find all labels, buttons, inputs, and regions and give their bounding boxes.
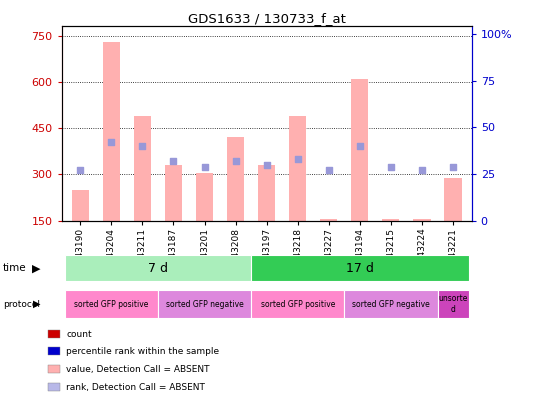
Point bbox=[138, 143, 147, 149]
Text: unsorte
d: unsorte d bbox=[438, 294, 468, 314]
Point bbox=[324, 167, 333, 173]
Bar bbox=[444, 177, 461, 221]
Bar bbox=[65, 290, 158, 318]
Text: sorted GFP positive: sorted GFP positive bbox=[260, 300, 335, 309]
Bar bbox=[251, 255, 468, 281]
Bar bbox=[344, 290, 437, 318]
Point bbox=[107, 139, 116, 145]
Text: sorted GFP negative: sorted GFP negative bbox=[352, 300, 430, 309]
Text: ▶: ▶ bbox=[32, 263, 41, 273]
Bar bbox=[289, 116, 306, 221]
Text: sorted GFP positive: sorted GFP positive bbox=[74, 300, 148, 309]
Title: GDS1633 / 130733_f_at: GDS1633 / 130733_f_at bbox=[188, 12, 346, 25]
Bar bbox=[320, 219, 337, 221]
Bar bbox=[103, 42, 120, 221]
Text: 7 d: 7 d bbox=[148, 262, 168, 275]
Bar bbox=[413, 219, 430, 221]
Bar bbox=[134, 116, 151, 221]
Point bbox=[200, 163, 209, 170]
Bar bbox=[227, 137, 244, 221]
Point bbox=[76, 167, 85, 173]
Point bbox=[418, 167, 426, 173]
Bar bbox=[437, 290, 468, 318]
Point bbox=[449, 163, 457, 170]
Text: ▶: ▶ bbox=[33, 299, 40, 309]
Text: rank, Detection Call = ABSENT: rank, Detection Call = ABSENT bbox=[66, 383, 205, 392]
Bar bbox=[196, 173, 213, 221]
Text: value, Detection Call = ABSENT: value, Detection Call = ABSENT bbox=[66, 365, 210, 374]
Point bbox=[386, 163, 395, 170]
Bar bbox=[158, 290, 251, 318]
Bar bbox=[65, 255, 251, 281]
Point bbox=[293, 156, 302, 162]
Point bbox=[232, 158, 240, 164]
Bar bbox=[258, 165, 275, 221]
Text: percentile rank within the sample: percentile rank within the sample bbox=[66, 347, 220, 356]
Bar bbox=[382, 219, 399, 221]
Text: 17 d: 17 d bbox=[346, 262, 374, 275]
Bar bbox=[72, 190, 89, 221]
Text: time: time bbox=[3, 263, 26, 273]
Point bbox=[263, 162, 271, 168]
Bar bbox=[351, 79, 368, 221]
Text: sorted GFP negative: sorted GFP negative bbox=[166, 300, 243, 309]
Text: count: count bbox=[66, 330, 92, 339]
Point bbox=[169, 158, 178, 164]
Bar bbox=[251, 290, 344, 318]
Text: protocol: protocol bbox=[3, 300, 40, 309]
Bar bbox=[165, 165, 182, 221]
Point bbox=[355, 143, 364, 149]
